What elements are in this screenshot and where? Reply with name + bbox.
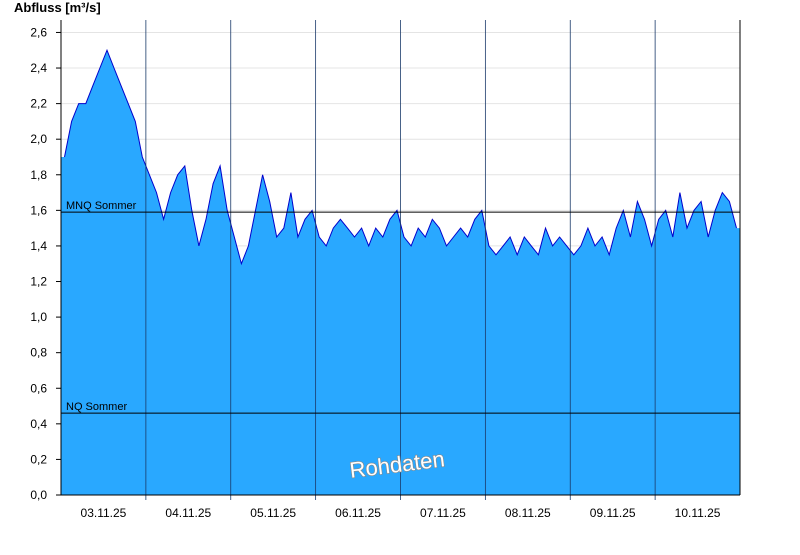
x-tick-label: 06.11.25	[335, 506, 381, 520]
x-tick-label: 10.11.25	[675, 506, 721, 520]
y-axis-label: Abfluss [m³/s]	[14, 0, 101, 15]
x-tick-label: 04.11.25	[165, 506, 211, 520]
y-tick-label: 0,8	[30, 346, 47, 360]
reference-label: MNQ Sommer	[66, 200, 137, 212]
y-tick-label: 1,2	[30, 275, 47, 289]
y-tick-label: 2,2	[30, 97, 47, 111]
y-tick-label: 1,0	[30, 310, 47, 324]
x-tick-label: 07.11.25	[420, 506, 466, 520]
y-tick-label: 2,0	[30, 132, 47, 146]
y-tick-label: 1,6	[30, 203, 47, 217]
x-tick-label: 08.11.25	[505, 506, 551, 520]
y-tick-label: 2,6	[30, 25, 47, 39]
y-tick-label: 1,4	[30, 239, 47, 253]
x-tick-label: 05.11.25	[250, 506, 296, 520]
y-tick-label: 0,6	[30, 381, 47, 395]
x-tick-label: 09.11.25	[590, 506, 636, 520]
y-tick-label: 1,8	[30, 168, 47, 182]
x-tick-label: 03.11.25	[81, 506, 127, 520]
y-tick-label: 2,4	[30, 61, 47, 75]
y-tick-label: 0,0	[30, 488, 47, 502]
reference-label: NQ Sommer	[66, 401, 127, 413]
y-tick-label: 0,2	[30, 452, 47, 466]
y-tick-label: 0,4	[30, 417, 47, 431]
